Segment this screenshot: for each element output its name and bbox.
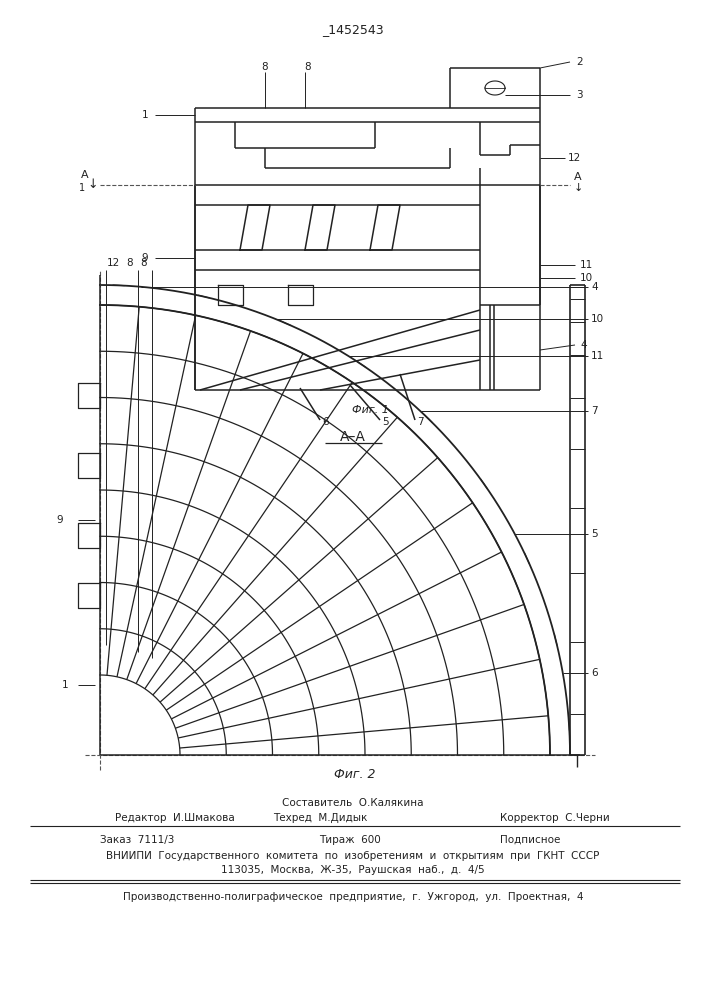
Text: 11: 11 (580, 260, 593, 270)
Text: Техред  М.Дидык: Техред М.Дидык (273, 813, 367, 823)
Text: _1452543: _1452543 (322, 23, 384, 36)
Text: 11: 11 (591, 351, 604, 361)
Text: 6: 6 (591, 668, 597, 678)
Text: А: А (81, 170, 89, 180)
Text: Составитель  О.Калякина: Составитель О.Калякина (282, 798, 423, 808)
Text: 9: 9 (141, 253, 148, 263)
Text: Заказ  7111/3: Заказ 7111/3 (100, 835, 175, 845)
Text: А: А (574, 172, 582, 182)
Text: Фиг. 1: Фиг. 1 (351, 405, 388, 415)
Text: 9: 9 (57, 515, 64, 525)
Text: 2: 2 (576, 57, 583, 67)
Text: ↓: ↓ (573, 183, 583, 193)
Text: 10: 10 (591, 314, 604, 324)
Text: 1: 1 (79, 183, 85, 193)
Text: 4: 4 (591, 282, 597, 292)
Text: 8: 8 (127, 258, 133, 268)
Text: 113035,  Москва,  Ж-35,  Раушская  наб.,  д.  4/5: 113035, Москва, Ж-35, Раушская наб., д. … (221, 865, 485, 875)
Text: 12: 12 (107, 258, 120, 268)
Text: 4: 4 (580, 340, 587, 350)
Text: Редактор  И.Шмакова: Редактор И.Шмакова (115, 813, 235, 823)
Text: 8: 8 (140, 258, 147, 268)
Text: 6: 6 (322, 417, 329, 427)
Text: ↓: ↓ (88, 178, 98, 192)
Text: 5: 5 (382, 417, 389, 427)
Text: Фиг. 2: Фиг. 2 (334, 768, 375, 782)
Text: Подписное: Подписное (500, 835, 561, 845)
Text: 5: 5 (591, 529, 597, 539)
Text: 1: 1 (62, 680, 69, 690)
Text: А–А: А–А (340, 430, 366, 444)
Text: 7: 7 (417, 417, 423, 427)
Text: 12: 12 (568, 153, 581, 163)
Text: Производственно-полиграфическое  предприятие,  г.  Ужгород,  ул.  Проектная,  4: Производственно-полиграфическое предприя… (123, 892, 583, 902)
Text: 3: 3 (576, 90, 583, 100)
Text: 8: 8 (262, 62, 269, 72)
Text: Корректор  С.Черни: Корректор С.Черни (500, 813, 609, 823)
Text: Тираж  600: Тираж 600 (319, 835, 381, 845)
Text: 1: 1 (141, 110, 148, 120)
Text: 10: 10 (580, 273, 593, 283)
Text: 8: 8 (305, 62, 311, 72)
Text: 7: 7 (591, 406, 597, 416)
Text: ВНИИПИ  Государственного  комитета  по  изобретениям  и  открытиям  при  ГКНТ  С: ВНИИПИ Государственного комитета по изоб… (106, 851, 600, 861)
